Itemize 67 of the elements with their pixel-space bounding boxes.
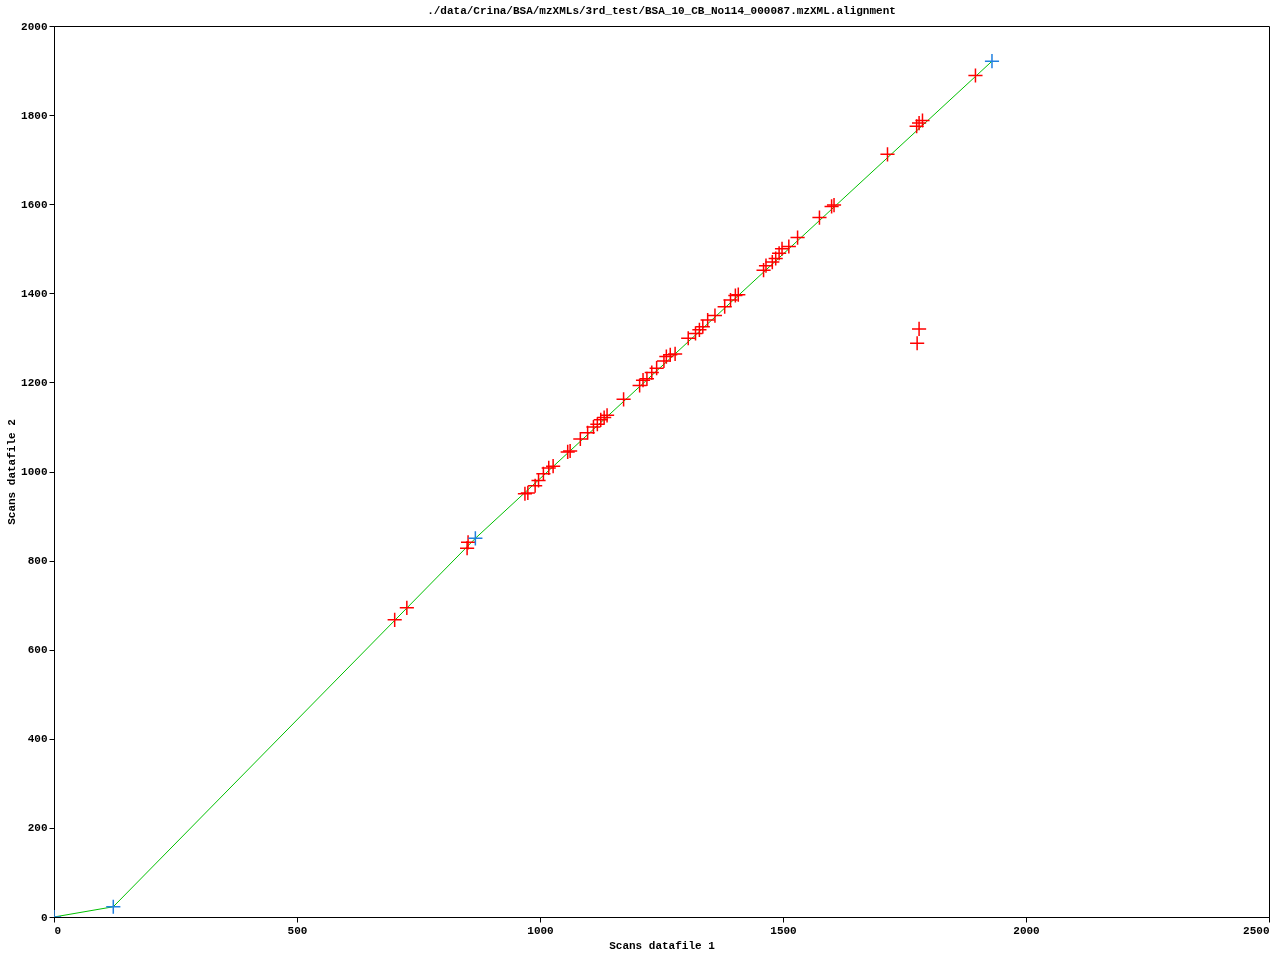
point bbox=[984, 53, 1000, 70]
point bbox=[585, 419, 602, 435]
point bbox=[540, 460, 557, 476]
point bbox=[707, 307, 723, 324]
point bbox=[459, 540, 475, 556]
point bbox=[908, 118, 925, 135]
point bbox=[691, 322, 708, 338]
point bbox=[680, 330, 697, 347]
point bbox=[615, 391, 632, 408]
point bbox=[764, 254, 781, 270]
y-tick-label: 1200 bbox=[21, 376, 48, 389]
y-tick-label: 0 bbox=[40, 911, 48, 924]
y-tick-label: 400 bbox=[27, 733, 48, 746]
point bbox=[658, 348, 675, 365]
x-tick-label: 0 bbox=[54, 924, 62, 937]
point bbox=[631, 377, 648, 394]
point bbox=[639, 371, 655, 387]
point bbox=[758, 257, 774, 274]
point bbox=[545, 458, 561, 474]
point bbox=[694, 318, 711, 335]
x-tick-label: 500 bbox=[287, 924, 308, 937]
y-axis-title: Scans datafile 2 bbox=[6, 419, 19, 525]
point bbox=[911, 321, 927, 337]
point bbox=[530, 472, 547, 489]
x-tick-label: 1000 bbox=[527, 924, 554, 937]
point bbox=[716, 298, 733, 315]
point bbox=[914, 112, 931, 129]
point bbox=[592, 412, 609, 428]
point bbox=[527, 477, 543, 494]
point bbox=[781, 238, 797, 255]
point bbox=[699, 312, 716, 328]
point bbox=[767, 250, 784, 267]
point bbox=[589, 416, 606, 433]
x-tick-label: 2000 bbox=[1013, 924, 1040, 937]
x-axis-title: Scans datafile 1 bbox=[609, 939, 716, 952]
point bbox=[909, 335, 925, 352]
point bbox=[789, 229, 806, 246]
point bbox=[105, 898, 122, 915]
x-tick-label: 2500 bbox=[1243, 924, 1270, 937]
point bbox=[399, 600, 415, 616]
point bbox=[643, 364, 660, 381]
chart-title: ./data/Crina/BSA/mzXMLs/3rd_test/BSA_10_CB_No114_000087.mzXML.alignment bbox=[427, 5, 896, 17]
y-tick-label: 2000 bbox=[21, 20, 48, 33]
point bbox=[662, 346, 679, 363]
x-tick-label: 1500 bbox=[770, 924, 797, 937]
point bbox=[755, 262, 772, 278]
point bbox=[722, 292, 739, 308]
y-tick-label: 200 bbox=[27, 822, 48, 835]
point bbox=[635, 372, 651, 388]
point bbox=[771, 245, 787, 262]
y-tick-label: 1000 bbox=[21, 466, 48, 478]
y-tick-label: 1400 bbox=[21, 287, 48, 300]
y-tick-label: 800 bbox=[27, 555, 48, 568]
y-tick-label: 1600 bbox=[21, 198, 48, 211]
point bbox=[811, 209, 828, 226]
point bbox=[667, 346, 683, 362]
point bbox=[687, 325, 704, 342]
y-tick-label: 600 bbox=[27, 644, 48, 657]
point bbox=[572, 431, 589, 447]
point bbox=[774, 240, 790, 257]
point bbox=[386, 612, 403, 628]
point bbox=[967, 67, 984, 84]
point bbox=[911, 115, 927, 131]
point bbox=[879, 146, 896, 163]
point bbox=[467, 530, 484, 547]
point bbox=[648, 360, 665, 376]
y-tick-label: 1800 bbox=[21, 109, 48, 122]
